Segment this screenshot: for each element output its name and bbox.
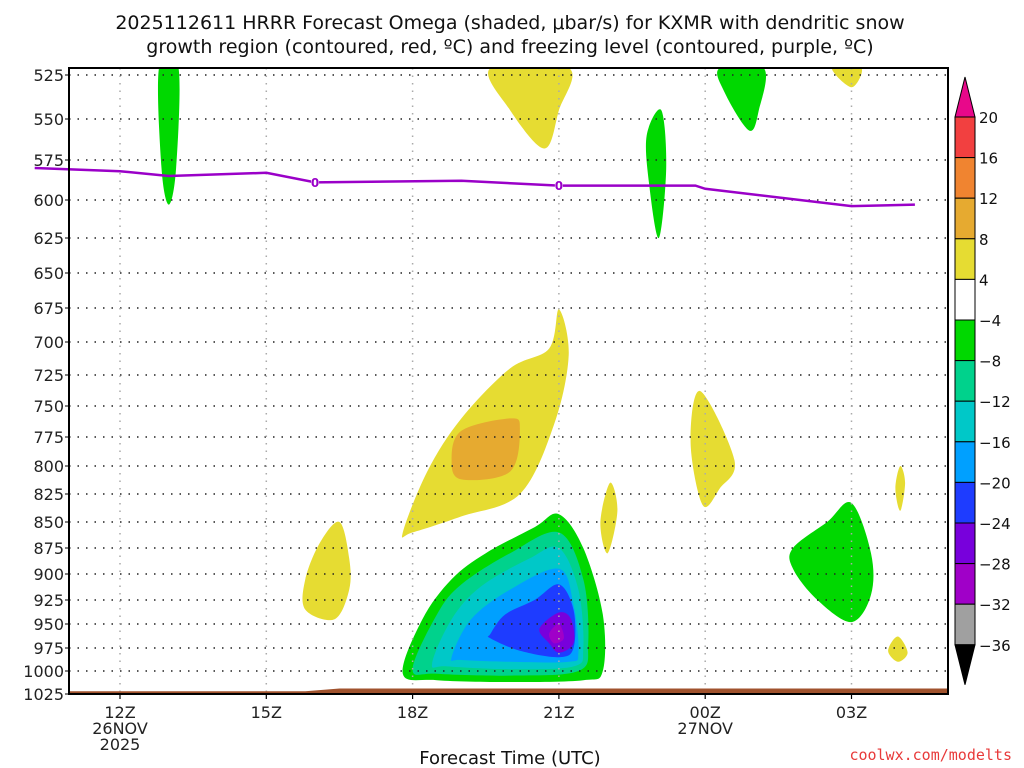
y-tick-label-750: 750 bbox=[33, 397, 64, 416]
x-tick-label-27NOV: 27NOV bbox=[677, 719, 733, 738]
colorbar-arrow-bottom bbox=[954, 644, 976, 685]
colorbar-bin-4to8 bbox=[954, 238, 976, 280]
colorbar-label-4: 4 bbox=[979, 271, 989, 289]
x-axis-label: Forecast Time (UTC) bbox=[419, 748, 600, 768]
freezing-level-label: 0 bbox=[555, 179, 563, 193]
yellow-1545z bbox=[302, 521, 351, 621]
colorbar-bin-12to16 bbox=[954, 157, 976, 199]
freezing-level-label: 0 bbox=[311, 176, 319, 190]
x-tick-label-15Z: 15Z bbox=[251, 703, 282, 722]
colorbar-label--24: −24 bbox=[979, 515, 1011, 533]
colorbar-bin--16to-12 bbox=[954, 400, 976, 443]
chart-title-line-1: 2025112611 HRRR Forecast Omega (shaded, … bbox=[115, 12, 904, 34]
y-tick-label-950: 950 bbox=[33, 615, 64, 634]
colorbar-label--12: −12 bbox=[979, 393, 1011, 411]
y-tick-label-800: 800 bbox=[33, 457, 64, 476]
y-tick-label-600: 600 bbox=[33, 191, 64, 210]
y-tick-label-850: 850 bbox=[33, 513, 64, 532]
chart-title-line-2: growth region (contoured, red, ºC) and f… bbox=[146, 36, 873, 58]
colorbar-label-8: 8 bbox=[979, 231, 989, 249]
lower-green-02z bbox=[789, 502, 874, 623]
y-tick-label-675: 675 bbox=[33, 299, 64, 318]
y-tick-label-975: 975 bbox=[33, 639, 64, 658]
colorbar-label--8: −8 bbox=[979, 353, 1001, 371]
x-tick-label-18Z: 18Z bbox=[397, 703, 428, 722]
colorbar-label--32: −32 bbox=[979, 596, 1011, 614]
colorbar-label--4: −4 bbox=[979, 312, 1001, 330]
x-tick-label-21Z: 21Z bbox=[543, 703, 574, 722]
y-tick-label-775: 775 bbox=[33, 428, 64, 447]
x-tick-label-2025: 2025 bbox=[100, 735, 141, 754]
yellow-0330z-top bbox=[831, 68, 862, 88]
x-tick-label-03Z: 03Z bbox=[836, 703, 867, 722]
colorbar-bin--20to-16 bbox=[954, 441, 976, 483]
colorbar-label--20: −20 bbox=[979, 474, 1011, 492]
upper-green-streak-13z bbox=[157, 68, 180, 205]
x-tick-label-26NOV: 26NOV bbox=[92, 719, 148, 738]
y-tick-label-1025: 1025 bbox=[23, 685, 64, 704]
colorbar-bin--4to4 bbox=[954, 278, 976, 321]
colorbar-label--28: −28 bbox=[979, 556, 1011, 574]
colorbar-bin-8to12 bbox=[954, 197, 976, 240]
colorbar-label--16: −16 bbox=[979, 434, 1011, 452]
colorbar-arrow-top bbox=[954, 76, 976, 118]
colorbar-bin--8to-4 bbox=[954, 319, 976, 362]
x-tick-label-12Z: 12Z bbox=[104, 703, 135, 722]
terrain-fill bbox=[69, 688, 948, 694]
y-tick-label-725: 725 bbox=[33, 366, 64, 385]
y-tick-label-1000: 1000 bbox=[23, 662, 64, 681]
colorbar-bin--28to-24 bbox=[954, 522, 976, 565]
y-tick-label-575: 575 bbox=[33, 151, 64, 170]
y-tick-label-925: 925 bbox=[33, 591, 64, 610]
colorbar-label--36: −36 bbox=[979, 637, 1011, 655]
terrain bbox=[69, 688, 948, 694]
colorbar-bin-16to20 bbox=[954, 116, 976, 159]
y-tick-label-550: 550 bbox=[33, 110, 64, 129]
colorbar-bin--24to-20 bbox=[954, 481, 976, 524]
colorbar-bin--36to-32 bbox=[954, 603, 976, 646]
y-tick-label-525: 525 bbox=[33, 66, 64, 85]
colorbar-bin--32to-28 bbox=[954, 563, 976, 605]
freezing-level-line bbox=[34, 166, 915, 208]
y-tick-label-650: 650 bbox=[33, 264, 64, 283]
y-tick-label-875: 875 bbox=[33, 539, 64, 558]
plot-frame bbox=[68, 67, 949, 695]
yellow-0015z bbox=[690, 390, 736, 508]
omega-contour--28 bbox=[548, 623, 564, 644]
y-tick-label-825: 825 bbox=[33, 485, 64, 504]
freezing-label-bg bbox=[311, 175, 320, 190]
colorbar-legend: 20 16 12 8 4 −4 −8 −12 −16 −20 −24 −28 −32 −36 bbox=[954, 76, 1011, 685]
y-tick-label-900: 900 bbox=[33, 565, 64, 584]
colorbar-label-16: 16 bbox=[979, 150, 998, 168]
y-axis: 525 550 575 600 625 650 675 700 725 750 775 800 825 8… bbox=[23, 66, 69, 704]
yellow-2150z bbox=[600, 482, 618, 554]
omega-shading bbox=[157, 68, 908, 682]
y-tick-label-700: 700 bbox=[33, 333, 64, 352]
colorbar-bin--12to-8 bbox=[954, 360, 976, 402]
yellow-0345z bbox=[895, 465, 906, 511]
credit-text: coolwx.com/modelts bbox=[849, 746, 1012, 764]
yellow-upper-2030z bbox=[488, 68, 573, 149]
y-tick-label-625: 625 bbox=[33, 229, 64, 248]
upper-green-streak-2230z bbox=[645, 109, 667, 239]
colorbar-label-20: 20 bbox=[979, 109, 998, 127]
orange-core bbox=[451, 418, 520, 481]
freezing-label-bg bbox=[554, 178, 563, 193]
upper-green-lobe-01z bbox=[717, 68, 767, 131]
yellow-0345z-low bbox=[888, 636, 908, 662]
x-tick-label-00Z: 00Z bbox=[690, 703, 721, 722]
colorbar-label-12: 12 bbox=[979, 190, 998, 208]
